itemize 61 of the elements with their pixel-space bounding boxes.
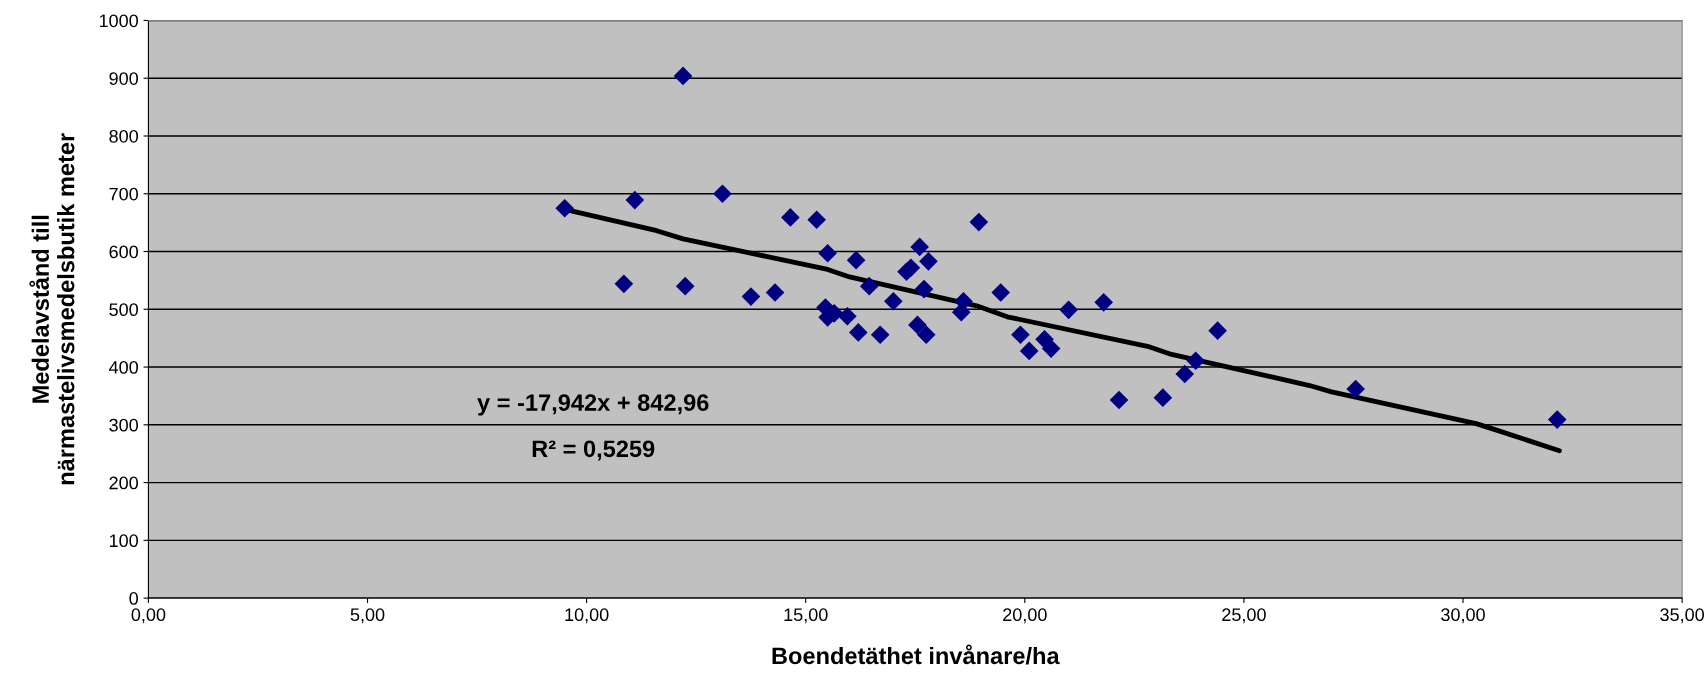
point [1547, 410, 1567, 429]
x-tick-label: 20,00 [1003, 608, 1047, 624]
x-tick-label: 10,00 [565, 608, 609, 624]
x-tick-label: 30,00 [1441, 608, 1485, 624]
annotation: y = -17,942x + 842,96 [477, 394, 709, 416]
point [954, 291, 973, 311]
point [555, 198, 575, 218]
y-tick-label: 100 [109, 534, 138, 548]
point [919, 252, 938, 271]
y-tick-label: 200 [109, 476, 138, 490]
point [614, 274, 634, 294]
point [1019, 341, 1039, 361]
point [818, 243, 837, 263]
x-tick-label: 15,00 [784, 608, 828, 624]
point [870, 325, 890, 345]
y-tick-label: 400 [108, 360, 138, 374]
point [848, 323, 868, 342]
point [625, 190, 645, 210]
point [1175, 364, 1195, 384]
point [916, 325, 936, 345]
point [765, 283, 785, 302]
x-tick-label: 5,00 [350, 608, 385, 624]
x-tick-label: 35,00 [1660, 608, 1704, 624]
y-tick-label: 600 [109, 245, 138, 259]
point [1109, 390, 1129, 410]
point [1041, 339, 1061, 358]
y-tick-label: 800 [109, 129, 138, 143]
point [884, 291, 903, 311]
y-tick-label: 500 [109, 303, 138, 317]
point [901, 258, 921, 278]
point [838, 306, 857, 326]
point [1059, 300, 1078, 320]
y-tick-label: 700 [109, 187, 138, 201]
point [1011, 325, 1030, 345]
point [1346, 379, 1365, 399]
point [1153, 388, 1173, 407]
point [846, 250, 866, 270]
y-tick-label: 0 [129, 592, 138, 605]
annotation: R² = 0,5259 [532, 440, 655, 461]
x-tick-label: 25,00 [1222, 608, 1266, 624]
point [908, 315, 927, 335]
x-axis-title: Boendetäthet invånare/ha [772, 644, 1060, 665]
point [914, 279, 934, 299]
y-tick-label: 900 [109, 72, 138, 85]
point [859, 276, 879, 296]
point [673, 66, 693, 86]
point [781, 208, 800, 227]
point [1186, 351, 1206, 371]
point [713, 184, 732, 204]
point [910, 237, 929, 257]
point [807, 210, 826, 230]
y-tick-label: 300 [109, 418, 138, 432]
point [1208, 321, 1227, 340]
point [675, 276, 695, 296]
point [991, 283, 1011, 302]
y-axis-title: Medelavstånd till närmastelivsmedelsbutik meter [29, 133, 75, 485]
point [1094, 293, 1114, 312]
y-tick-label: 1000 [99, 14, 138, 28]
point [969, 212, 989, 232]
x-tick-label: 0,00 [131, 608, 166, 624]
point [741, 287, 761, 306]
